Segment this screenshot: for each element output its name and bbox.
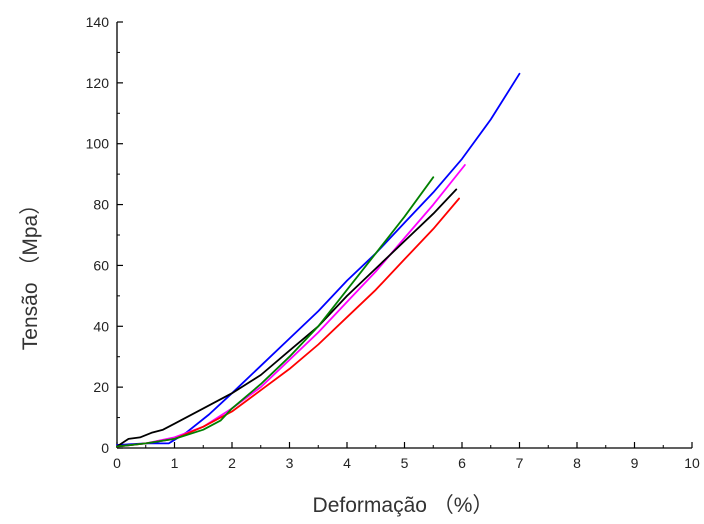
series-line-4 [116, 197, 461, 448]
y-tick-label: 20 [93, 379, 109, 395]
y-tick-label: 120 [86, 75, 110, 91]
x-axis-title: Deformação （%） [313, 494, 494, 517]
y-tick-label: 60 [93, 257, 109, 273]
y-tick-label: 140 [86, 14, 110, 30]
x-tick-label: 8 [573, 455, 581, 471]
x-tick-label: 7 [516, 455, 524, 471]
y-axis-ticks: 0 20 40 60 80 100 120 140 [86, 14, 123, 456]
y-axis-title: Tensão （Mpa） [19, 194, 42, 350]
series-line-3 [116, 188, 458, 448]
x-tick-label: 3 [286, 455, 294, 471]
series-line-5 [116, 176, 435, 448]
series-line-1 [116, 72, 521, 446]
x-tick-label: 10 [684, 455, 700, 471]
x-tick-label: 2 [228, 455, 236, 471]
y-tick-label: 100 [86, 136, 110, 152]
x-tick-label: 4 [343, 455, 351, 471]
x-tick-label: 5 [401, 455, 409, 471]
x-tick-label: 9 [631, 455, 639, 471]
y-tick-label: 40 [93, 318, 109, 334]
y-tick-label: 0 [101, 440, 109, 456]
series-line-2 [116, 164, 466, 448]
x-tick-label: 6 [458, 455, 466, 471]
plot-area: 0 20 40 60 80 100 120 140 0 1 2 3 4 5 6 7 8 9 10 [86, 14, 700, 471]
series-layer [116, 72, 521, 448]
x-tick-label: 1 [171, 455, 179, 471]
x-tick-label: 0 [113, 455, 121, 471]
x-axis-ticks: 0 1 2 3 4 5 6 7 8 9 10 [113, 442, 700, 471]
y-tick-label: 80 [93, 197, 109, 213]
